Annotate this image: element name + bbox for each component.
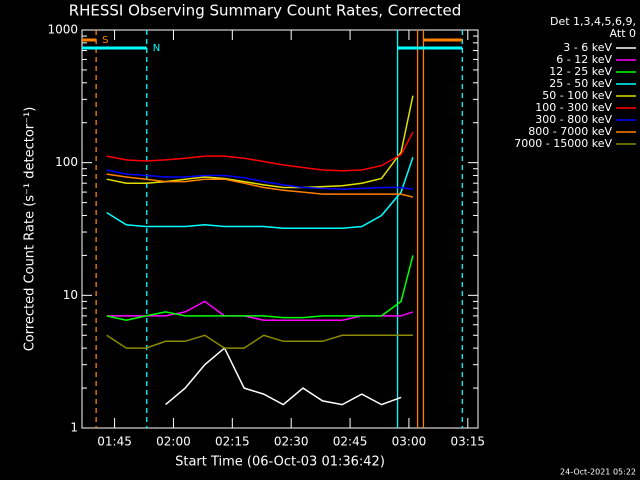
x-tick-label: 02:00 (156, 435, 191, 449)
plot-frame (81, 29, 479, 429)
legend-label: 800 - 7000 keV (528, 125, 612, 138)
x-axis-label: Start Time (06-Oct-03 01:36:42) (175, 455, 385, 470)
series-line (106, 169, 414, 191)
legend-label: 300 - 800 keV (535, 113, 612, 126)
series-line (165, 346, 402, 406)
series-line (106, 95, 414, 189)
legend-header: Att 0 (610, 27, 636, 40)
series-line (106, 255, 414, 321)
legend-header: Det 1,3,4,5,6,9, (550, 15, 636, 28)
flag-label: S (102, 35, 108, 46)
y-tick-label: 10 (63, 288, 78, 302)
legend-label: 3 - 6 keV (563, 41, 612, 54)
legend-label: 7000 - 15000 keV (514, 137, 612, 150)
y-tick-label: 1000 (47, 23, 78, 37)
x-tick-label: 01:45 (97, 435, 132, 449)
legend-label: 12 - 25 keV (549, 65, 612, 78)
x-tick-label: 02:15 (215, 435, 250, 449)
x-tick-label: 02:45 (333, 435, 368, 449)
series-line (106, 131, 414, 172)
series-line (106, 156, 414, 230)
series-line (106, 334, 413, 349)
legend-label: 50 - 100 keV (542, 89, 612, 102)
x-tick-label: 02:30 (274, 435, 309, 449)
chart-title: RHESSI Observing Summary Count Rates, Co… (69, 2, 462, 20)
y-tick-label: 1 (70, 421, 78, 435)
x-tick-label: 03:00 (392, 435, 427, 449)
x-tick-label: 03:15 (450, 435, 485, 449)
flag-label: N (153, 43, 160, 54)
y-tick-label: 100 (55, 155, 78, 169)
series-line (106, 173, 414, 198)
y-axis-label: Corrected Count Rate (s⁻¹ detector⁻¹) (23, 107, 38, 352)
series-line (106, 300, 414, 321)
footer: 24-Oct-2021 05:22 (560, 468, 636, 477)
legend-label: 100 - 300 keV (535, 101, 612, 114)
legend-label: 25 - 50 keV (549, 77, 612, 90)
legend-label: 6 - 12 keV (556, 53, 612, 66)
